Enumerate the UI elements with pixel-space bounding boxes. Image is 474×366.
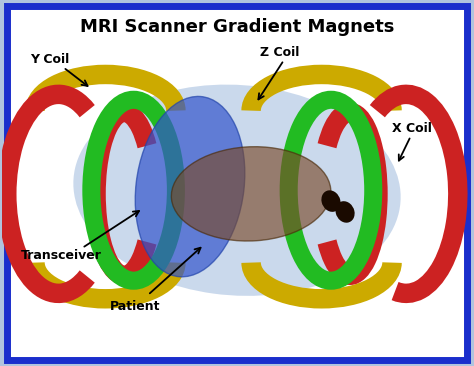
Ellipse shape	[336, 201, 355, 223]
Text: Transceiver: Transceiver	[21, 249, 102, 262]
Text: X Coil: X Coil	[392, 122, 432, 135]
Text: MRI Scanner Gradient Magnets: MRI Scanner Gradient Magnets	[80, 18, 394, 36]
Ellipse shape	[73, 85, 401, 296]
Ellipse shape	[171, 147, 331, 241]
Text: Y Coil: Y Coil	[30, 53, 70, 67]
FancyBboxPatch shape	[7, 6, 467, 360]
Ellipse shape	[321, 190, 340, 212]
Ellipse shape	[135, 96, 245, 277]
Text: Patient: Patient	[110, 299, 161, 313]
Text: Z Coil: Z Coil	[261, 46, 300, 59]
